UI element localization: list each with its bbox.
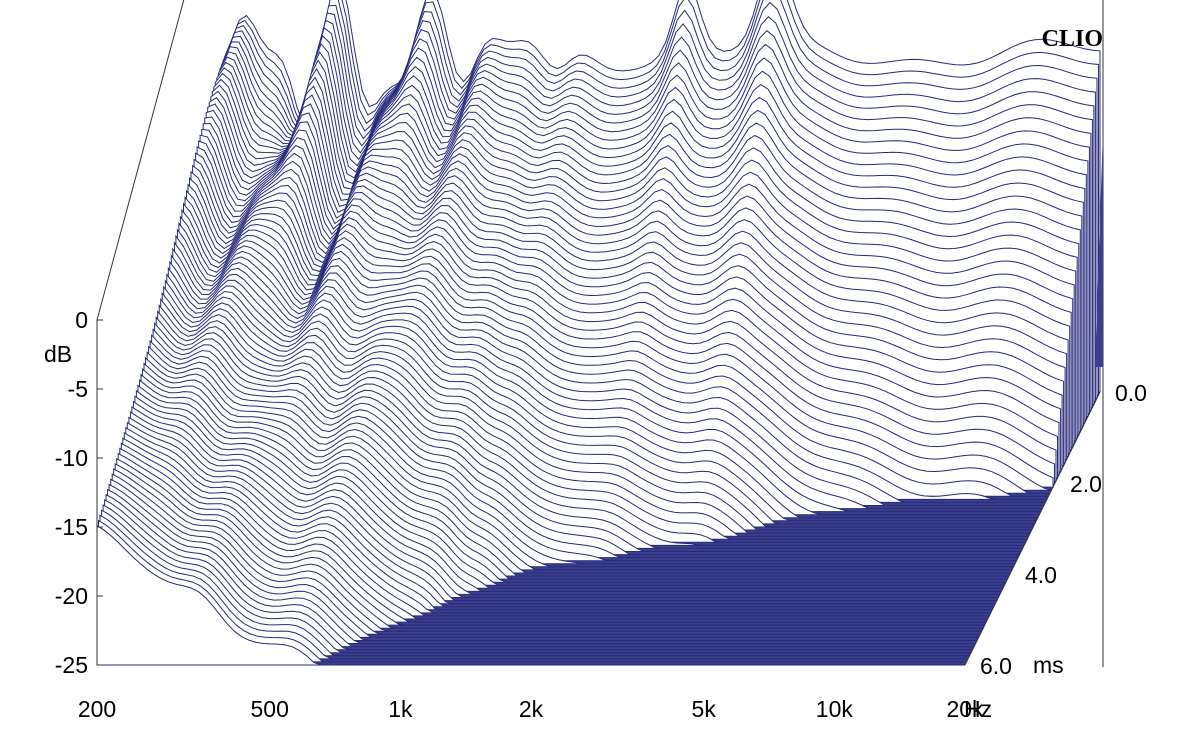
decay-slices: [96, 0, 1101, 666]
x-tick-label: 2k: [519, 696, 544, 722]
y-tick-label: -25: [55, 652, 88, 678]
z-tick-label: 6.0: [980, 653, 1012, 679]
y-axis-unit: dB: [44, 341, 72, 367]
x-tick-label: 500: [251, 696, 289, 722]
decay-slice: [113, 468, 982, 632]
y-tick-label: 0: [75, 307, 88, 333]
x-tick-label: 5k: [692, 696, 717, 722]
y-tick-label: -20: [55, 583, 88, 609]
axes: 0 -5 -10 -15 -20 -25 200 500 1k 2k 5k 10k 20k 0.0 2.0 4…: [55, 130, 1147, 722]
y-tick-label: -5: [68, 376, 88, 402]
back-edge-wall: [1095, 130, 1103, 367]
y-tick-label: -10: [55, 445, 88, 471]
frame-left-top: [96, 0, 185, 321]
x-axis-unit: Hz: [964, 696, 992, 722]
x-tick-label: 1k: [388, 696, 413, 722]
decay-slice: [110, 478, 979, 638]
x-tick-label: 200: [78, 696, 116, 722]
chart-frame: [96, 0, 1104, 667]
z-tick-label: 0.0: [1115, 380, 1147, 406]
z-tick-label: 2.0: [1070, 471, 1102, 497]
z-tick-label: 4.0: [1025, 562, 1057, 588]
y-tick-label: -15: [55, 514, 88, 540]
brand-label: CLIO: [1042, 26, 1103, 52]
decay-slice: [111, 473, 981, 635]
z-axis-unit: ms: [1033, 652, 1064, 678]
z-axis-line: [964, 391, 1101, 666]
x-tick-label: 20k: [946, 696, 984, 722]
x-tick-label: 10k: [816, 696, 854, 722]
decay-slice: [96, 524, 965, 666]
frame-back-edge: [1102, 0, 1104, 667]
